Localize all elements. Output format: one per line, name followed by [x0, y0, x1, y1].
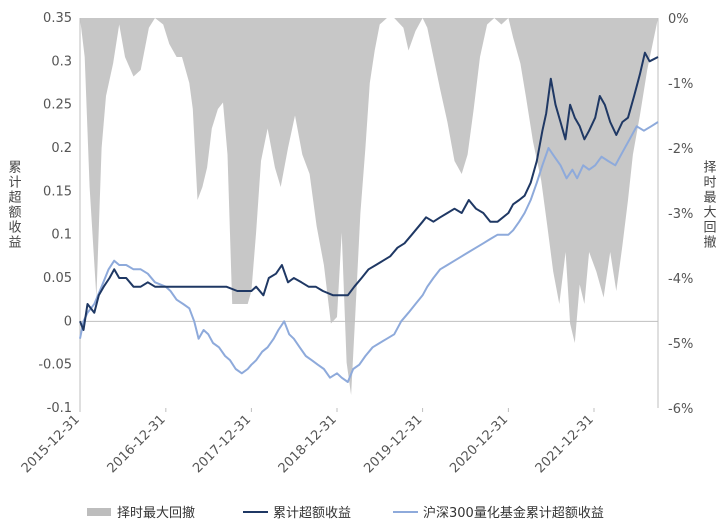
legend-label-fund: 沪深300量化基金累计超额收益: [423, 505, 604, 521]
legend: 择时最大回撤 累计超额收益 沪深300量化基金累计超额收益: [87, 505, 604, 521]
right-tick-label: 0%: [668, 12, 689, 27]
left-axis-label: 累计超额收益: [6, 160, 22, 250]
legend-label-drawdown: 择时最大回撤: [117, 505, 195, 521]
right-tick-label: -5%: [668, 337, 693, 352]
left-tick-label: 0: [64, 314, 72, 329]
right-tick-label: -3%: [668, 207, 693, 222]
fund-excess-return-line: [79, 121, 659, 383]
left-tick-label: 0.3: [51, 54, 72, 69]
drawdown-area-layer: [80, 18, 658, 395]
left-tick-label: 0.35: [43, 11, 72, 26]
series-lines-layer: [79, 51, 659, 383]
right-axis-ticks: 0% -1% -2% -3% -4% -5% -6%: [668, 12, 693, 417]
right-tick-label: -2%: [668, 142, 693, 157]
right-axis-label-text: 择时最大回撤: [701, 160, 717, 250]
right-tick-label: -4%: [668, 272, 693, 287]
excess-return-line: [79, 51, 659, 331]
legend-swatch-drawdown: [87, 508, 111, 516]
left-axis-ticks: -0.1 -0.05 0 0.05 0.1 0.15 0.2 0.25 0.3 0.35: [38, 11, 72, 416]
legend-label-excess: 累计超额收益: [273, 506, 351, 521]
left-tick-label: 0.15: [43, 184, 72, 199]
axes-layer: [79, 18, 659, 408]
left-tick-label: 0.05: [43, 271, 72, 286]
left-tick-label: 0.25: [43, 98, 72, 113]
left-tick-label: -0.1: [47, 401, 72, 416]
right-tick-label: -6%: [668, 402, 693, 417]
right-axis-label: 择时最大回撤: [701, 160, 717, 250]
drawdown-area: [80, 18, 658, 395]
left-tick-label: -0.05: [38, 358, 72, 373]
right-tick-label: -1%: [668, 77, 693, 92]
left-tick-label: 0.1: [51, 228, 72, 243]
left-tick-label: 0.2: [51, 141, 72, 156]
left-axis-label-text: 累计超额收益: [6, 160, 22, 250]
